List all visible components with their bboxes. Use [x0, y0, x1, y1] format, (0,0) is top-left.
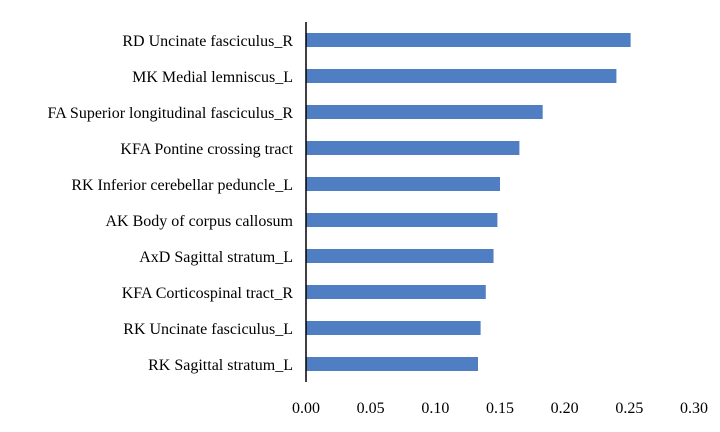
bar-9 [306, 321, 481, 335]
category-label-3: FA Superior longitudinal fasciculus_R [48, 105, 294, 122]
category-labels-group: RD Uncinate fasciculus_R MK Medial lemnis… [48, 33, 294, 374]
bar-5 [306, 177, 500, 191]
x-tick-label-6: 0.25 [615, 400, 643, 417]
category-label-6: AK Body of corpus callosum [105, 213, 293, 230]
bar-6 [306, 213, 498, 227]
category-label-1: RD Uncinate fasciculus_R [122, 33, 293, 50]
x-tick-label-2: 0.05 [357, 400, 385, 417]
category-label-8: KFA Corticospinal tract_R [122, 285, 294, 302]
bar-1 [306, 33, 631, 47]
x-tick-label-4: 0.15 [486, 400, 514, 417]
bar-4 [306, 141, 520, 155]
category-label-4: KFA Pontine crossing tract [120, 141, 293, 158]
bar-8 [306, 285, 486, 299]
category-label-9: RK Uncinate fasciculus_L [123, 321, 293, 338]
category-label-7: AxD Sagittal stratum_L [139, 249, 293, 266]
category-label-2: MK Medial lemniscus_L [132, 69, 293, 86]
bar-10 [306, 357, 479, 371]
x-tick-labels-group: 0.00 0.05 0.10 0.15 0.20 0.25 0.30 [292, 400, 708, 417]
x-tick-label-7: 0.30 [680, 400, 708, 417]
x-tick-label-5: 0.20 [551, 400, 579, 417]
x-tick-label-3: 0.10 [421, 400, 449, 417]
bar-3 [306, 105, 543, 119]
bars-group [306, 33, 631, 371]
x-tick-label-1: 0.00 [292, 400, 320, 417]
category-label-5: RK Inferior cerebellar peduncle_L [71, 177, 293, 194]
category-label-10: RK Sagittal stratum_L [148, 357, 293, 374]
bar-2 [306, 69, 617, 83]
bar-7 [306, 249, 494, 263]
